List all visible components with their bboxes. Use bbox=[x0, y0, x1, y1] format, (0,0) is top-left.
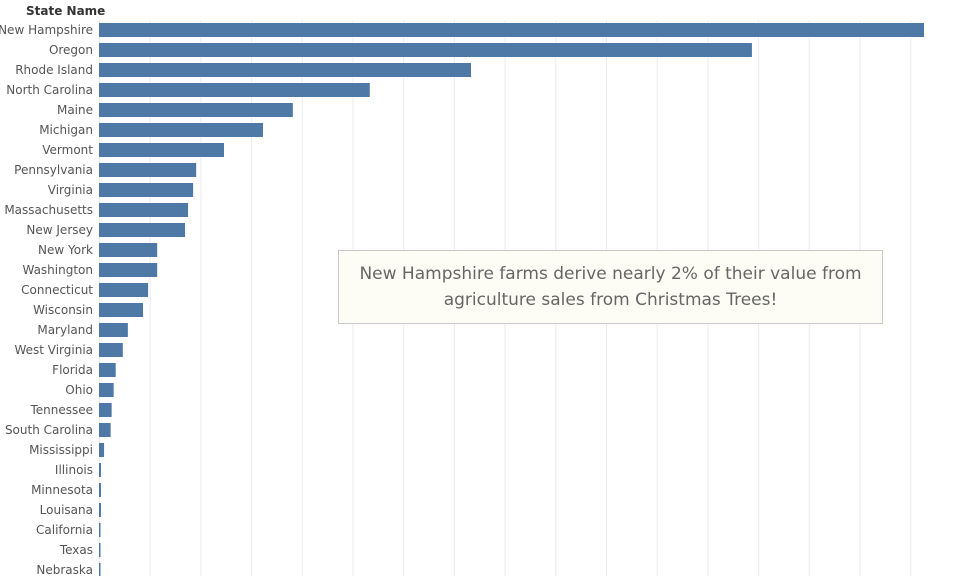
bar-north-carolina[interactable] bbox=[99, 83, 370, 97]
bar-mississippi[interactable] bbox=[99, 443, 105, 457]
state-labels: New Hampshire Oregon Rhode Island North Car… bbox=[0, 23, 93, 576]
annotation-callout: New Hampshire farms derive nearly 2% of … bbox=[338, 250, 883, 324]
bar-new-jersey[interactable] bbox=[99, 223, 186, 237]
bar-virginia[interactable] bbox=[99, 183, 194, 197]
bar-rhode-island[interactable] bbox=[99, 63, 472, 77]
state-label: Texas bbox=[59, 543, 93, 557]
bar-california[interactable] bbox=[99, 523, 101, 537]
state-label: New Hampshire bbox=[0, 23, 93, 37]
state-label: California bbox=[36, 523, 93, 537]
state-label: Tennessee bbox=[29, 403, 93, 417]
bar-washington[interactable] bbox=[99, 263, 158, 277]
state-label: Ohio bbox=[65, 383, 93, 397]
state-label: Virginia bbox=[48, 183, 93, 197]
state-label: Nebraska bbox=[36, 563, 93, 576]
bar-vermont[interactable] bbox=[99, 143, 225, 157]
state-label: New York bbox=[38, 243, 93, 257]
state-label: North Carolina bbox=[6, 83, 93, 97]
bar-louisana[interactable] bbox=[99, 503, 102, 517]
bar-connecticut[interactable] bbox=[99, 283, 149, 297]
bar-wisconsin[interactable] bbox=[99, 303, 144, 317]
bar-illinois[interactable] bbox=[99, 463, 102, 477]
state-label: Pennsylvania bbox=[14, 163, 93, 177]
bar-massachusetts[interactable] bbox=[99, 203, 189, 217]
bar-nebraska[interactable] bbox=[99, 563, 101, 576]
state-label: Michigan bbox=[39, 123, 93, 137]
state-label: Florida bbox=[52, 363, 93, 377]
state-label: Illinois bbox=[55, 463, 93, 477]
state-label: Mississippi bbox=[29, 443, 93, 457]
bar-south-carolina[interactable] bbox=[99, 423, 111, 437]
state-label: Minnesota bbox=[31, 483, 93, 497]
bar-minnesota[interactable] bbox=[99, 483, 102, 497]
state-label: Maryland bbox=[37, 323, 93, 337]
bar-florida[interactable] bbox=[99, 363, 116, 377]
bar-ohio[interactable] bbox=[99, 383, 114, 397]
bar-new-york[interactable] bbox=[99, 243, 158, 257]
state-label: New Jersey bbox=[26, 223, 93, 237]
bars bbox=[99, 23, 924, 576]
bar-new-hampshire[interactable] bbox=[99, 23, 924, 37]
state-label: Louisana bbox=[40, 503, 93, 517]
state-label: Connecticut bbox=[21, 283, 93, 297]
state-label: Rhode Island bbox=[15, 63, 93, 77]
bar-pennsylvania[interactable] bbox=[99, 163, 197, 177]
state-label: Wisconsin bbox=[33, 303, 93, 317]
row-header-label: State Name bbox=[26, 4, 106, 18]
state-label: Oregon bbox=[49, 43, 93, 57]
bar-west-virginia[interactable] bbox=[99, 343, 123, 357]
state-label: South Carolina bbox=[5, 423, 93, 437]
state-label: Vermont bbox=[42, 143, 93, 157]
bar-michigan[interactable] bbox=[99, 123, 263, 137]
bar-maryland[interactable] bbox=[99, 323, 128, 337]
state-label: Maine bbox=[57, 103, 93, 117]
state-label: West Virginia bbox=[14, 343, 93, 357]
state-label: Washington bbox=[22, 263, 93, 277]
state-label: Massachusetts bbox=[4, 203, 93, 217]
bar-texas[interactable] bbox=[99, 543, 101, 557]
bar-tennessee[interactable] bbox=[99, 403, 112, 417]
bar-maine[interactable] bbox=[99, 103, 293, 117]
bar-oregon[interactable] bbox=[99, 43, 752, 57]
